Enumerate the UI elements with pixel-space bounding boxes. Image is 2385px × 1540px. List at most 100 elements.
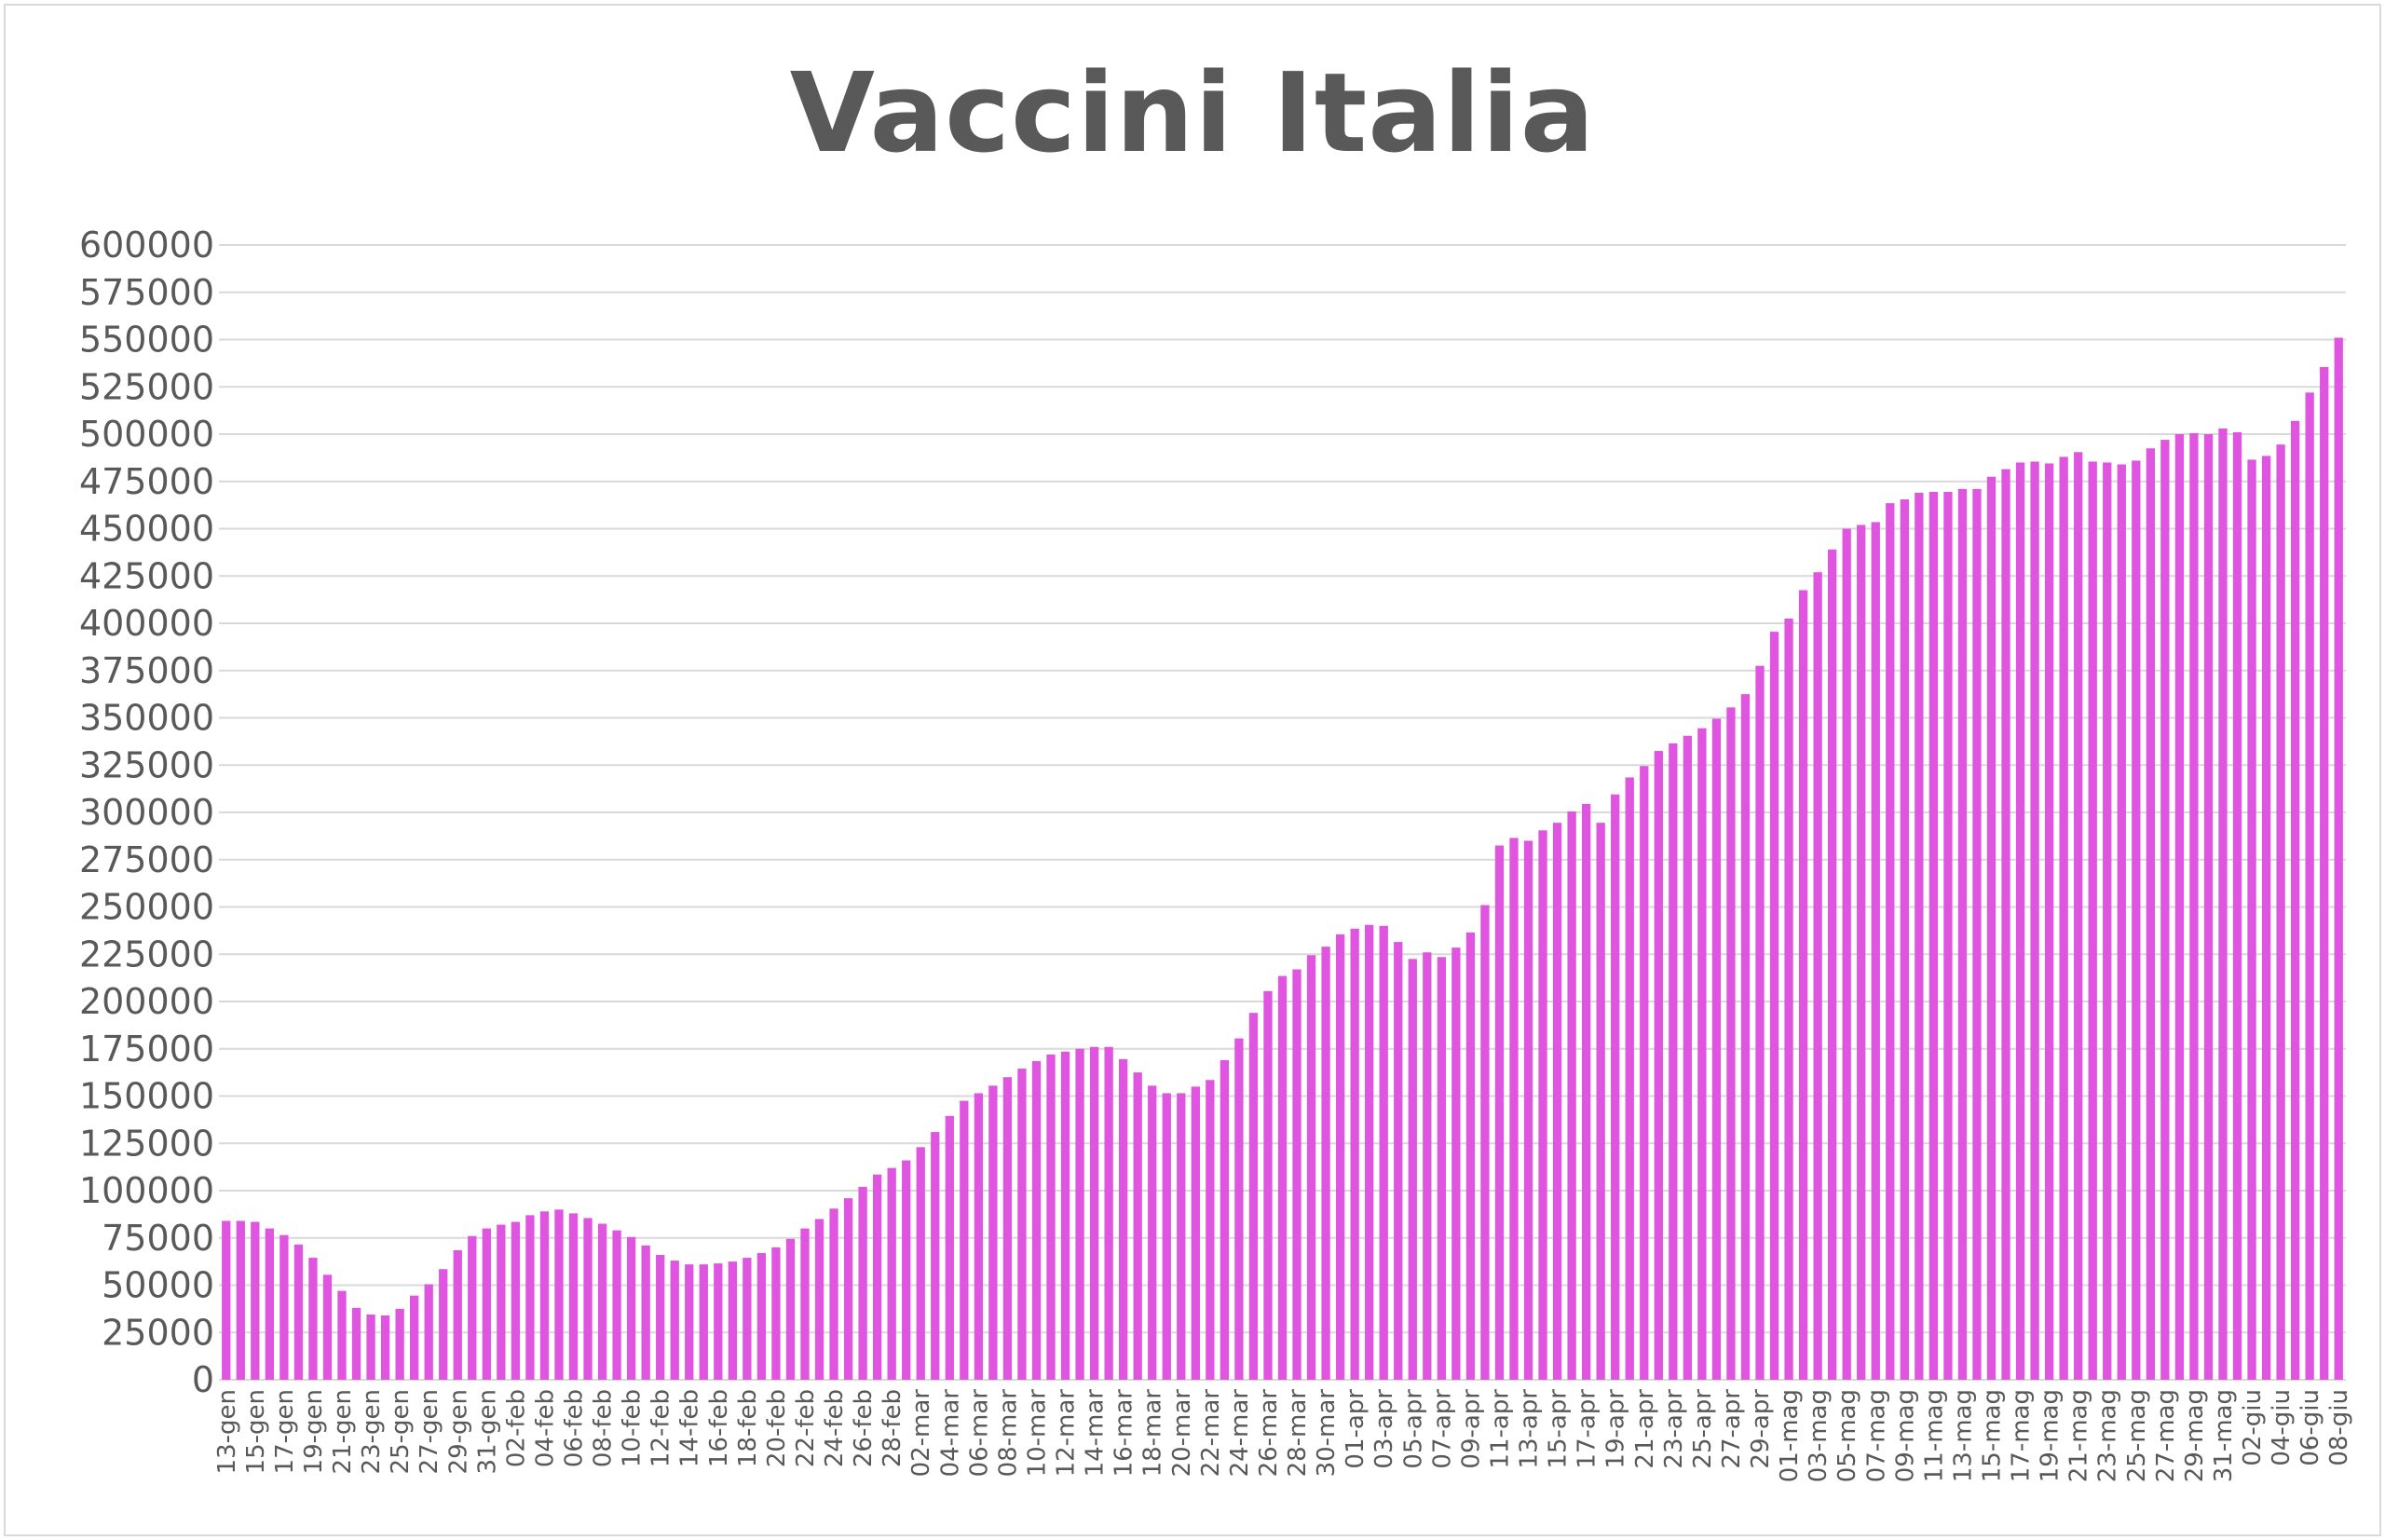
- bar: [308, 1258, 318, 1380]
- bar: [699, 1264, 708, 1380]
- y-tick-label: 200000: [79, 981, 214, 1022]
- y-tick-label: 575000: [79, 272, 214, 313]
- y-tick-label: 275000: [79, 839, 214, 880]
- x-tick-label: 04-feb: [531, 1389, 559, 1467]
- bar: [1871, 522, 1880, 1380]
- x-tick-label: 13-gen: [213, 1389, 241, 1474]
- bar: [236, 1220, 245, 1380]
- bar: [858, 1186, 867, 1380]
- bar: [410, 1295, 419, 1380]
- y-tick-label: 50000: [102, 1265, 214, 1306]
- bar: [1711, 718, 1722, 1380]
- x-tick-label: 03-apr: [1370, 1389, 1398, 1469]
- bar: [482, 1228, 491, 1380]
- bar: [2261, 456, 2271, 1381]
- x-tick-label: 23-mag: [2094, 1389, 2122, 1482]
- bar: [453, 1249, 462, 1380]
- bar: [887, 1167, 896, 1380]
- bar: [1596, 823, 1605, 1380]
- bar: [714, 1263, 723, 1380]
- bar: [785, 1238, 796, 1380]
- bar: [756, 1252, 767, 1380]
- bar: [251, 1221, 260, 1380]
- y-tick-label: 75000: [102, 1218, 214, 1259]
- x-tick-label: 23-apr: [1660, 1389, 1688, 1469]
- bar: [1089, 1046, 1099, 1380]
- bar: [1654, 751, 1663, 1380]
- y-tick-label: 400000: [79, 603, 214, 644]
- bar: [2305, 392, 2314, 1381]
- bar: [1538, 830, 1547, 1380]
- x-axis-labels: 13-gen 15-gen 17-gen 19-gen 21-gen 23-gen 25-g…: [213, 1389, 2353, 1483]
- x-tick-label: 27-mag: [2152, 1389, 2180, 1482]
- bar: [612, 1230, 621, 1380]
- x-tick-label: 25-mag: [2123, 1389, 2151, 1482]
- x-tick-label: 09-apr: [1457, 1389, 1485, 1469]
- bar: [1857, 525, 1866, 1380]
- bar: [1683, 735, 1693, 1380]
- x-tick-label: 14-mar: [1082, 1389, 1110, 1478]
- y-tick-label: 325000: [79, 744, 214, 785]
- bar: [351, 1307, 361, 1380]
- y-tick-label: 475000: [79, 461, 214, 502]
- bar: [597, 1223, 607, 1380]
- x-tick-label: 12-feb: [647, 1389, 675, 1467]
- bar: [293, 1244, 304, 1380]
- bar: [872, 1174, 882, 1380]
- bar: [1451, 947, 1461, 1380]
- x-tick-label: 09-mag: [1891, 1389, 1919, 1482]
- bars: [222, 337, 2343, 1381]
- bar: [2232, 431, 2242, 1381]
- bar: [1046, 1054, 1056, 1380]
- bar: [1394, 942, 1403, 1380]
- bar: [554, 1209, 564, 1380]
- bar: [1104, 1046, 1113, 1380]
- x-tick-label: 17-mag: [2008, 1389, 2036, 1482]
- y-tick-label: 175000: [79, 1029, 214, 1070]
- bar: [2132, 460, 2141, 1380]
- x-tick-label: 16-feb: [705, 1389, 733, 1467]
- bar: [1625, 777, 1634, 1380]
- x-tick-label: 17-apr: [1574, 1389, 1601, 1469]
- bar: [1248, 1013, 1259, 1380]
- x-tick-label: 28-feb: [879, 1389, 906, 1467]
- y-tick-label: 100000: [79, 1170, 214, 1211]
- x-tick-label: 29-mag: [2181, 1389, 2209, 1482]
- x-tick-label: 24-mar: [1226, 1389, 1254, 1478]
- x-tick-label: 25-gen: [387, 1389, 415, 1474]
- bar: [539, 1211, 550, 1380]
- x-tick-label: 05-apr: [1399, 1389, 1427, 1469]
- bar: [2074, 452, 2083, 1380]
- bar: [568, 1213, 579, 1380]
- bar: [2174, 434, 2185, 1380]
- bar: [656, 1255, 665, 1380]
- bar: [2334, 337, 2343, 1381]
- bar: [337, 1290, 347, 1380]
- x-tick-label: 21-gen: [329, 1389, 357, 1474]
- bar: [1379, 925, 1388, 1380]
- x-tick-label: 02-feb: [502, 1389, 530, 1467]
- bar: [1986, 476, 1997, 1380]
- bar: [2218, 428, 2228, 1380]
- bar: [1813, 572, 1822, 1380]
- x-tick-label: 24-feb: [821, 1389, 849, 1467]
- bar: [1928, 491, 1939, 1380]
- bar: [1480, 905, 1490, 1380]
- x-tick-label: 15-apr: [1545, 1389, 1573, 1469]
- bar: [1828, 549, 1837, 1380]
- bar: [1886, 503, 1895, 1380]
- bar: [2088, 461, 2097, 1380]
- x-tick-label: 08-feb: [590, 1389, 618, 1467]
- x-tick-label: 07-apr: [1428, 1389, 1456, 1469]
- bar: [2103, 462, 2112, 1380]
- x-tick-label: 11-mag: [1920, 1389, 1948, 1482]
- x-tick-label: 06-feb: [561, 1389, 589, 1467]
- x-tick-label: 18-mar: [1139, 1389, 1167, 1478]
- bar: [1697, 728, 1707, 1380]
- bar: [2189, 432, 2199, 1380]
- x-tick-label: 22-feb: [792, 1389, 820, 1467]
- x-tick-label: 11-apr: [1486, 1389, 1514, 1469]
- y-tick-label: 350000: [79, 698, 214, 739]
- y-tick-label: 550000: [79, 320, 214, 361]
